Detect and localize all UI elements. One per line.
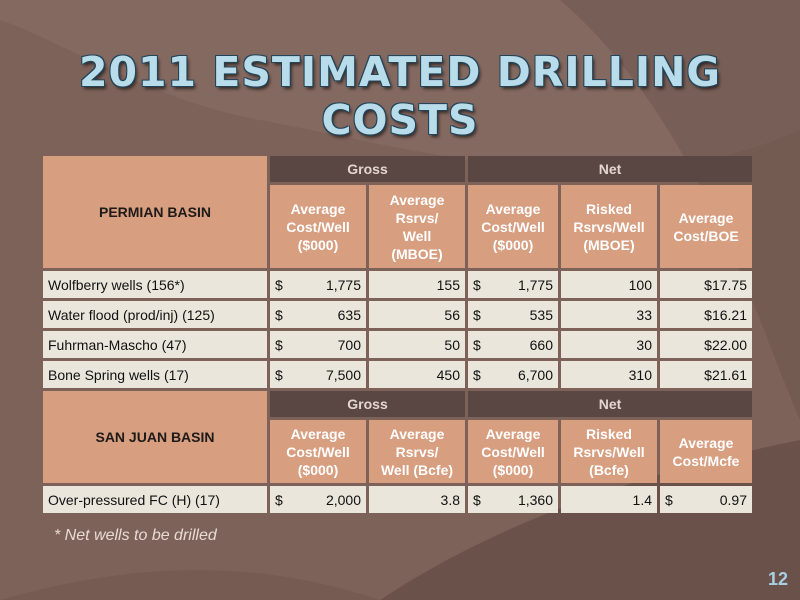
permian-basin-label: PERMIAN BASIN xyxy=(43,156,267,268)
net-cost-cell: $1,775 xyxy=(468,271,558,298)
gross-cost-cell: $7,500 xyxy=(270,361,366,388)
permian-group-header-row: PERMIAN BASIN Gross Net xyxy=(43,156,752,268)
row-label: Wolfberry wells (156*) xyxy=(43,271,267,298)
column-header: Average Cost/Well ($000) xyxy=(270,420,366,483)
gross-reserves-cell: 56 xyxy=(369,301,465,328)
net-cost-cell: $660 xyxy=(468,331,558,358)
column-header: Average Rsrvs/Well (MBOE) xyxy=(369,185,465,268)
net-cost-cell: $1,360 xyxy=(468,486,558,513)
permian-gross-header: Gross xyxy=(270,156,465,182)
net-reserves-cell: 33 xyxy=(561,301,657,328)
permian-column-header-row: Average Cost/Well ($000) Average Rsrvs/Well… xyxy=(43,185,752,268)
column-header: Average Cost/Well ($000) xyxy=(468,185,558,268)
net-cost-cell: $6,700 xyxy=(468,361,558,388)
gross-cost-cell: $635 xyxy=(270,301,366,328)
table-row: Water flood (prod/inj) (125) $635 56 $53… xyxy=(43,301,752,328)
cost-per-unit-cell: $21.61 xyxy=(660,361,752,388)
sanjuan-net-header: Net xyxy=(468,391,752,417)
column-header: Average Cost/BOE xyxy=(660,185,752,268)
column-header: Average Cost/Mcfe xyxy=(660,420,752,483)
permian-net-header: Net xyxy=(468,156,752,182)
sanjuan-gross-header: Gross xyxy=(270,391,465,417)
column-header: Average Cost/Well ($000) xyxy=(468,420,558,483)
cost-per-unit-cell: $16.21 xyxy=(660,301,752,328)
sanjuan-column-header-row: Average Cost/Well ($000) Average Rsrvs/Well… xyxy=(43,420,752,483)
row-label: Bone Spring wells (17) xyxy=(43,361,267,388)
row-label: Water flood (prod/inj) (125) xyxy=(43,301,267,328)
row-label: Fuhrman-Mascho (47) xyxy=(43,331,267,358)
table-row: Bone Spring wells (17) $7,500 450 $6,700… xyxy=(43,361,752,388)
table-row: Wolfberry wells (156*) $1,775 155 $1,775… xyxy=(43,271,752,298)
gross-cost-cell: $700 xyxy=(270,331,366,358)
column-header: Risked Rsrvs/Well (Bcfe) xyxy=(561,420,657,483)
column-header: Average Cost/Well ($000) xyxy=(270,185,366,268)
slide-title: 2011 Estimated Drilling Costs xyxy=(78,48,722,144)
net-reserves-cell: 30 xyxy=(561,331,657,358)
gross-reserves-cell: 50 xyxy=(369,331,465,358)
gross-cost-cell: $1,775 xyxy=(270,271,366,298)
net-cost-cell: $535 xyxy=(468,301,558,328)
gross-reserves-cell: 450 xyxy=(369,361,465,388)
gross-reserves-cell: 155 xyxy=(369,271,465,298)
page-number: 12 xyxy=(767,569,788,589)
sanjuan-group-header-row: SAN JUAN BASIN Gross Net xyxy=(43,391,752,483)
gross-reserves-cell: 3.8 xyxy=(369,486,465,513)
table-row: Over-pressured FC (H) (17) $2,000 3.8 $1… xyxy=(43,486,752,513)
cost-per-unit-cell: $0.97 xyxy=(660,486,752,513)
drilling-costs-table: PERMIAN BASIN Gross Net Average Cost/Well… xyxy=(40,153,755,516)
gross-cost-cell: $2,000 xyxy=(270,486,366,513)
row-label: Over-pressured FC (H) (17) xyxy=(43,486,267,513)
sanjuan-basin-label: SAN JUAN BASIN xyxy=(43,391,267,483)
cost-per-unit-cell: $17.75 xyxy=(660,271,752,298)
column-header: Risked Rsrvs/Well (MBOE) xyxy=(561,185,657,268)
column-header: Average Rsrvs/Well (Bcfe) xyxy=(369,420,465,483)
net-reserves-cell: 310 xyxy=(561,361,657,388)
table-row: Fuhrman-Mascho (47) $700 50 $660 30 $22.… xyxy=(43,331,752,358)
footnote: * Net wells to be drilled xyxy=(54,527,217,544)
net-reserves-cell: 100 xyxy=(561,271,657,298)
net-reserves-cell: 1.4 xyxy=(561,486,657,513)
cost-per-unit-cell: $22.00 xyxy=(660,331,752,358)
